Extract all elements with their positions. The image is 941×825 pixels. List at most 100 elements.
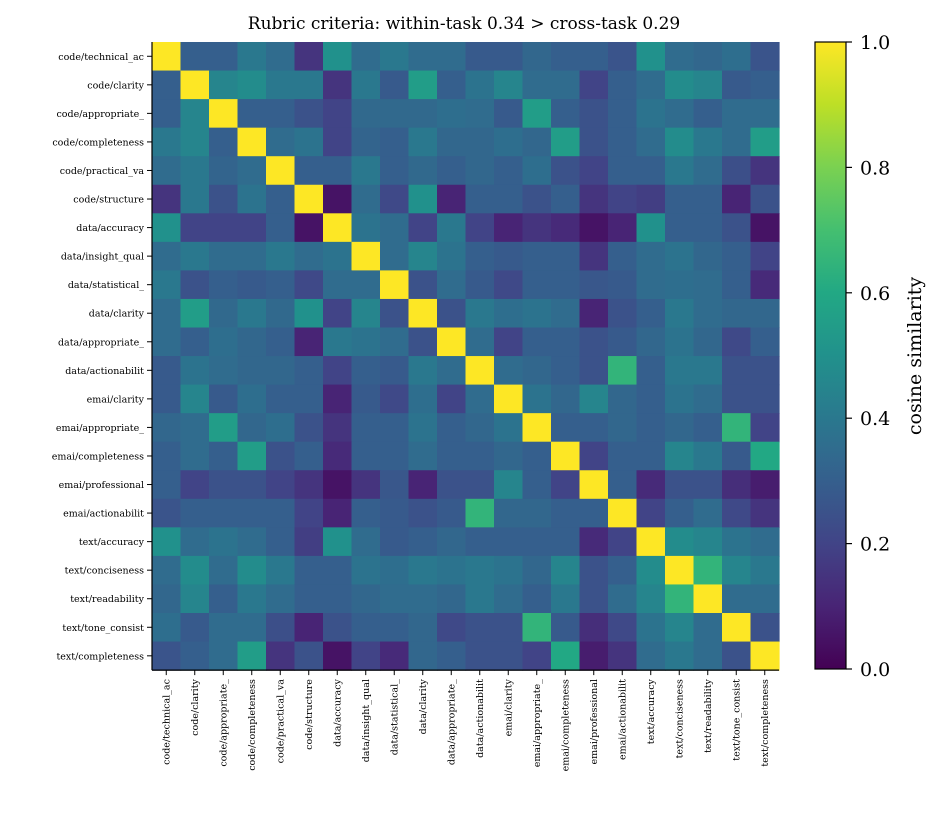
heatmap-cell	[693, 184, 723, 214]
heatmap-cell	[294, 298, 324, 329]
heatmap-cell	[351, 356, 381, 386]
heatmap-cell	[209, 327, 239, 357]
heatmap-cell	[180, 156, 210, 186]
heatmap-cell	[665, 413, 695, 443]
heatmap-cell	[180, 413, 210, 443]
heatmap-cell	[237, 127, 267, 157]
heatmap-cell	[408, 441, 438, 471]
heatmap-cell	[408, 555, 438, 586]
heatmap-cell	[437, 42, 467, 72]
heatmap-cell	[380, 241, 410, 271]
heatmap-cell	[551, 384, 581, 414]
heatmap-cell	[665, 613, 695, 643]
heatmap-cell	[437, 241, 467, 271]
heatmap-cell	[237, 413, 267, 443]
heatmap-cell	[351, 470, 381, 500]
heatmap-cell	[722, 70, 752, 100]
heatmap-cell	[380, 613, 410, 643]
row-tick-label: text/conciseness	[65, 566, 144, 577]
heatmap-cell	[209, 470, 239, 500]
heatmap-cell	[636, 327, 666, 357]
heatmap-cell	[494, 42, 524, 72]
heatmap-cell	[551, 356, 581, 386]
heatmap-cell	[722, 413, 752, 443]
heatmap-cell	[380, 470, 410, 500]
heatmap-cell	[152, 441, 182, 471]
heatmap-cell	[551, 70, 581, 100]
heatmap-cell	[522, 555, 552, 586]
heatmap-cell	[437, 356, 467, 386]
column-tick-label: text/accuracy	[646, 678, 657, 744]
heatmap-cell	[380, 184, 410, 214]
row-tick-label: code/structure	[73, 195, 144, 206]
heatmap-cell	[380, 527, 410, 557]
heatmap-cell	[380, 156, 410, 186]
heatmap-cell	[209, 270, 239, 300]
column-tick-label: text/tone_consist	[732, 679, 743, 761]
heatmap-cell	[579, 99, 609, 129]
heatmap-cell	[722, 241, 752, 271]
column-tick-label: data/appropriate_	[447, 679, 458, 765]
heatmap-cell	[351, 641, 381, 671]
heatmap-cell	[608, 613, 638, 643]
heatmap-cell	[665, 384, 695, 414]
heatmap-cell	[693, 441, 723, 471]
heatmap-cell	[266, 470, 296, 500]
heatmap-cell	[551, 584, 581, 614]
heatmap-cell	[380, 384, 410, 414]
heatmap-cell	[551, 555, 581, 586]
heatmap-cell	[294, 441, 324, 471]
heatmap-cell	[351, 498, 381, 528]
heatmap-cell	[722, 99, 752, 129]
heatmap-cell	[722, 156, 752, 186]
heatmap-cell	[579, 298, 609, 329]
heatmap-cell	[323, 584, 353, 614]
heatmap-cell	[665, 498, 695, 528]
heatmap-cell	[608, 384, 638, 414]
heatmap-cell	[408, 584, 438, 614]
heatmap-cell	[722, 527, 752, 557]
heatmap-cell	[237, 613, 267, 643]
heatmap-cell	[237, 156, 267, 186]
row-tick-label: data/accuracy	[76, 223, 144, 234]
heatmap-cell	[152, 241, 182, 271]
heatmap-cell	[522, 527, 552, 557]
heatmap-cell	[266, 127, 296, 157]
heatmap-cell	[693, 298, 723, 329]
heatmap-cell	[266, 384, 296, 414]
heatmap-cell	[693, 470, 723, 500]
colorbar-tick-label: 0.4	[860, 408, 890, 430]
heatmap-cell	[152, 156, 182, 186]
heatmap-cell	[494, 470, 524, 500]
heatmap-cell	[380, 413, 410, 443]
heatmap-cell	[551, 42, 581, 72]
heatmap-cell	[722, 498, 752, 528]
heatmap-cell	[237, 270, 267, 300]
heatmap-cell	[551, 498, 581, 528]
heatmap-cell	[522, 99, 552, 129]
column-tick-label: code/completeness	[247, 679, 258, 771]
heatmap-cell	[665, 127, 695, 157]
heatmap-cell	[209, 384, 239, 414]
row-tick-label: text/readability	[70, 594, 144, 605]
heatmap-cell	[522, 413, 552, 443]
heatmap-cell	[351, 441, 381, 471]
heatmap-cell	[522, 441, 552, 471]
heatmap-cell	[579, 470, 609, 500]
heatmap-cell	[209, 413, 239, 443]
heatmap-cell	[323, 470, 353, 500]
heatmap-cell	[693, 555, 723, 586]
heatmap-cell	[608, 555, 638, 586]
heatmap-cell	[180, 184, 210, 214]
heatmap-cell	[408, 356, 438, 386]
heatmap-cell	[551, 641, 581, 671]
heatmap-cell	[294, 156, 324, 186]
heatmap-cell	[380, 356, 410, 386]
heatmap-cell	[665, 156, 695, 186]
heatmap-cell	[152, 527, 182, 557]
heatmap-cell	[665, 641, 695, 671]
heatmap-cell	[608, 356, 638, 386]
heatmap-cell	[351, 99, 381, 129]
heatmap-cell	[408, 327, 438, 357]
heatmap-cell	[750, 184, 780, 214]
